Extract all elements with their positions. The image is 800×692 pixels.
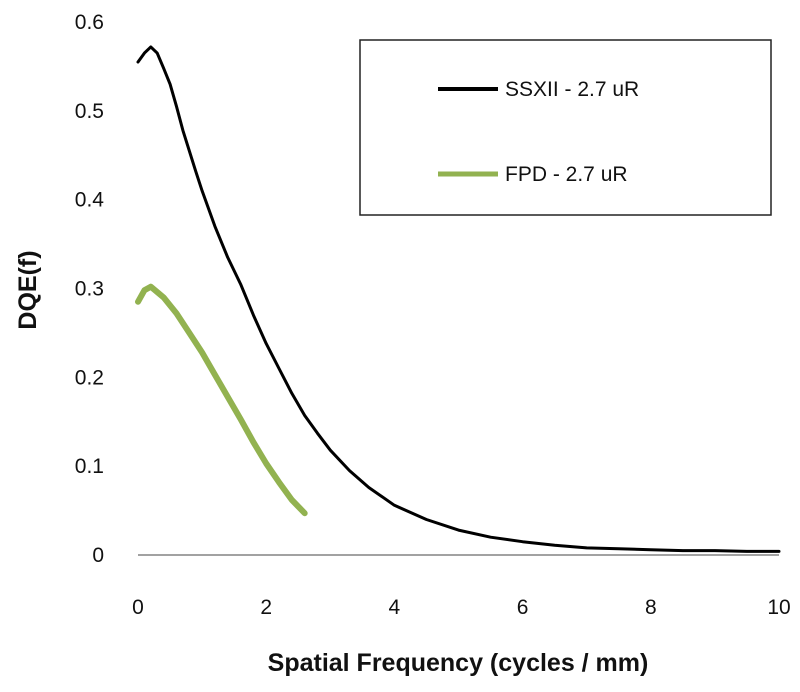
- x-tick-label: 2: [260, 596, 272, 619]
- x-tick-label: 0: [132, 596, 144, 619]
- y-tick-label: 0.2: [75, 366, 104, 389]
- series-line-1: [135, 283, 308, 517]
- x-tick-label: 4: [389, 596, 401, 619]
- legend-label-ssxii: SSXII - 2.7 uR: [505, 78, 639, 101]
- legend-box: [359, 39, 772, 216]
- legend: SSXII - 2.7 uR FPD - 2.7 uR: [359, 39, 772, 216]
- y-tick-label: 0.6: [75, 11, 104, 34]
- series-line-0: [136, 45, 781, 553]
- x-tick-label: 8: [645, 596, 657, 619]
- y-axis-ticks: 0 0.1 0.2 0.3 0.4 0.5 0.6: [75, 11, 105, 567]
- x-tick-label: 6: [517, 596, 529, 619]
- x-axis-ticks: 0 2 4 6 8 10: [132, 596, 791, 619]
- legend-label-fpd: FPD - 2.7 uR: [505, 163, 628, 186]
- x-axis-title: Spatial Frequency (cycles / mm): [268, 649, 649, 677]
- y-tick-label: 0.4: [75, 189, 105, 212]
- y-tick-label: 0.1: [75, 455, 104, 478]
- series-layer: [135, 45, 781, 553]
- y-tick-label: 0.5: [75, 100, 104, 123]
- x-tick-label: 10: [767, 596, 790, 619]
- y-tick-label: 0.3: [75, 278, 104, 301]
- y-tick-label: 0: [92, 544, 104, 567]
- y-axis-title: DQE(f): [14, 250, 42, 329]
